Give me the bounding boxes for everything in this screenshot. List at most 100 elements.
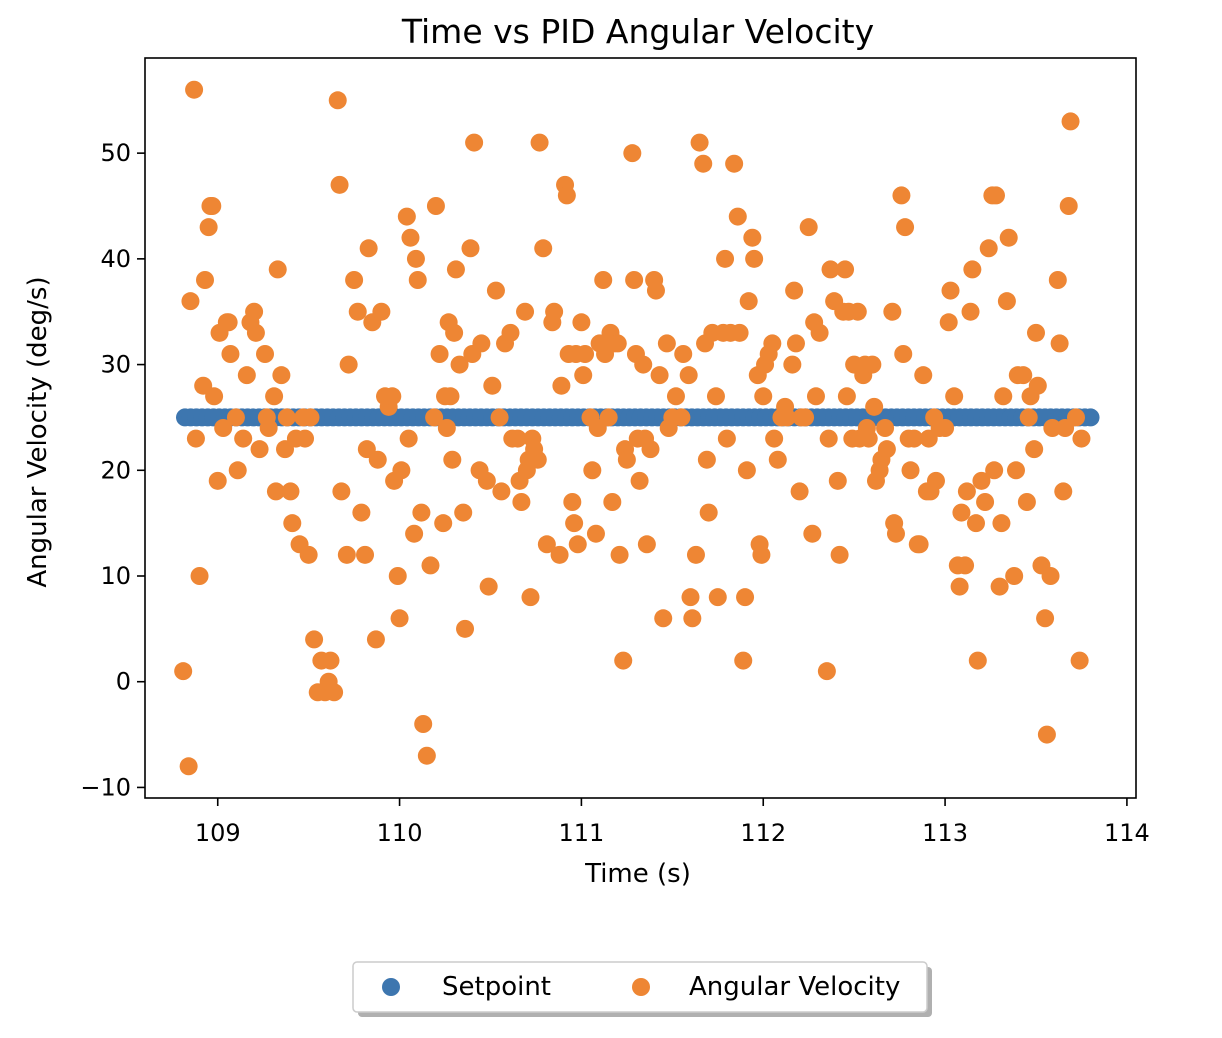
- angular-velocity-point: [1043, 419, 1062, 437]
- angular-velocity-point: [552, 376, 571, 395]
- angular-velocity-point: [528, 450, 547, 469]
- angular-velocity-point: [717, 429, 736, 448]
- angular-velocity-point: [730, 323, 749, 342]
- legend-marker-angular-velocity: [632, 978, 650, 996]
- angular-velocity-point: [1066, 408, 1085, 427]
- angular-velocity-point: [454, 503, 473, 522]
- legend: Setpoint Angular Velocity: [352, 961, 932, 1017]
- angular-velocity-point: [986, 186, 1005, 205]
- angular-velocity-point: [999, 228, 1018, 247]
- angular-velocity-point: [234, 429, 253, 448]
- angular-velocity-point: [1061, 112, 1080, 131]
- angular-velocity-point: [905, 429, 924, 448]
- angular-velocity-point: [941, 281, 960, 300]
- angular-velocity-point: [296, 429, 315, 448]
- angular-velocity-point: [265, 387, 284, 406]
- y-axis-label: Angular Velocity (deg/s): [23, 276, 53, 587]
- chart-title: Time vs PID Angular Velocity: [401, 12, 874, 51]
- angular-velocity-point: [508, 429, 527, 448]
- angular-velocity-point: [477, 471, 496, 490]
- angular-velocity-point: [697, 450, 716, 469]
- angular-velocity-point: [603, 493, 622, 511]
- angular-velocity-point: [979, 239, 998, 258]
- angular-velocity-point: [1017, 493, 1036, 511]
- angular-velocity-point: [185, 80, 204, 99]
- angular-velocity-point: [443, 450, 462, 469]
- angular-velocity-point: [574, 366, 593, 385]
- angular-velocity-point: [892, 186, 911, 205]
- angular-velocity-point: [972, 471, 991, 490]
- angular-velocity-point: [1019, 408, 1038, 427]
- angular-velocity-point: [472, 334, 491, 353]
- x-tick-label: 111: [558, 819, 604, 847]
- y-tick-label: 10: [100, 562, 131, 590]
- angular-velocity-point: [614, 651, 633, 670]
- angular-velocity-point: [625, 271, 644, 289]
- angular-velocity-point: [388, 567, 407, 585]
- angular-velocity-point: [421, 556, 440, 575]
- angular-velocity-point: [706, 387, 725, 406]
- angular-velocity-point: [483, 376, 502, 395]
- angular-velocity-point: [186, 429, 205, 448]
- y-tick-label: −10: [80, 773, 131, 801]
- angular-velocity-point: [966, 514, 985, 533]
- angular-velocity-point: [666, 387, 685, 406]
- legend-label-angular-velocity: Angular Velocity: [689, 972, 900, 1002]
- y-tick-label: 20: [100, 456, 131, 484]
- angular-velocity-point: [754, 387, 773, 406]
- angular-velocity-point: [372, 302, 391, 321]
- angular-velocity-point: [728, 207, 747, 226]
- angular-velocity-point: [277, 408, 296, 427]
- angular-velocity-point: [256, 345, 275, 363]
- angular-velocity-point: [1037, 725, 1056, 744]
- angular-velocity-point: [699, 503, 718, 522]
- angular-velocity-point: [786, 334, 805, 353]
- angular-velocity-point: [859, 429, 878, 448]
- angular-velocity-series: [174, 80, 1091, 776]
- angular-velocity-point: [430, 345, 449, 363]
- angular-velocity-point: [777, 408, 796, 427]
- angular-velocity-point: [441, 387, 460, 406]
- angular-velocity-point: [228, 461, 247, 480]
- angular-velocity-point: [196, 271, 215, 289]
- angular-velocity-point: [610, 545, 629, 564]
- angular-velocity-point: [848, 302, 867, 321]
- angular-velocity-point: [623, 144, 642, 163]
- angular-velocity-point: [985, 461, 1004, 480]
- angular-velocity-point: [199, 218, 218, 237]
- angular-velocity-point: [865, 397, 884, 416]
- angular-velocity-point: [683, 609, 702, 628]
- angular-velocity-point: [803, 524, 822, 543]
- angular-velocity-point: [694, 154, 713, 173]
- angular-velocity-point: [259, 419, 278, 437]
- angular-velocity-point: [752, 545, 771, 564]
- angular-velocity-point: [736, 588, 755, 607]
- angular-velocity-point: [957, 482, 976, 501]
- angular-velocity-point: [939, 313, 958, 332]
- angular-velocity-point: [992, 514, 1011, 533]
- angular-velocity-point: [1006, 461, 1025, 480]
- angular-velocity-point: [745, 249, 764, 268]
- angular-velocity-point: [716, 249, 735, 268]
- angular-velocity-point: [368, 450, 387, 469]
- angular-velocity-point: [301, 408, 320, 427]
- angular-velocity-point: [725, 154, 744, 173]
- angular-velocity-point: [876, 419, 895, 437]
- angular-velocity-point: [250, 440, 269, 459]
- x-axis-label: Time (s): [584, 859, 691, 889]
- angular-velocity-point: [646, 281, 665, 300]
- angular-velocity-point: [392, 461, 411, 480]
- angular-velocity-point: [390, 609, 409, 628]
- angular-velocity-point: [828, 471, 847, 490]
- angular-velocity-point: [461, 239, 480, 258]
- angular-velocity-point: [406, 249, 425, 268]
- angular-velocity-point: [205, 387, 224, 406]
- angular-velocity-point: [785, 281, 804, 300]
- angular-velocity-point: [190, 567, 209, 585]
- angular-velocity-point: [445, 323, 464, 342]
- angular-velocity-point: [568, 535, 587, 554]
- angular-velocity-point: [219, 313, 238, 332]
- angular-velocity-point: [397, 207, 416, 226]
